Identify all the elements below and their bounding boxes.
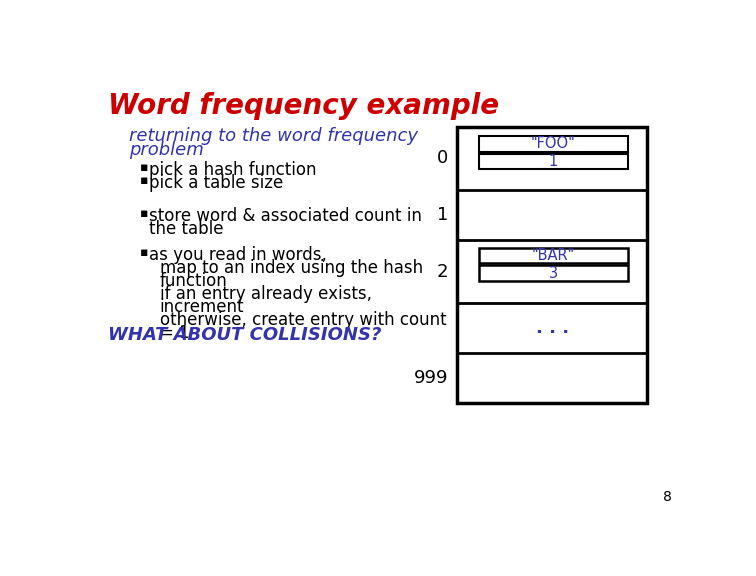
Text: 3: 3 (549, 266, 558, 281)
Text: if an entry already exists,: if an entry already exists, (160, 285, 372, 303)
Text: pick a table size: pick a table size (149, 174, 283, 192)
Text: 1: 1 (549, 154, 558, 169)
Bar (457, 127, 647, 403)
Text: ▪: ▪ (139, 161, 148, 174)
Text: ▪: ▪ (139, 246, 148, 259)
Bar (479, 136, 627, 151)
Text: 1: 1 (436, 206, 448, 224)
Text: problem: problem (129, 141, 204, 159)
Text: pick a hash function: pick a hash function (149, 161, 316, 179)
Bar (479, 266, 627, 281)
Text: returning to the word frequency: returning to the word frequency (129, 127, 418, 145)
Text: "FOO": "FOO" (531, 137, 575, 151)
Text: function: function (160, 272, 228, 290)
Text: as you read in words,: as you read in words, (149, 246, 327, 264)
Text: . . .: . . . (535, 319, 569, 337)
Bar (479, 154, 627, 169)
Text: 8: 8 (663, 490, 672, 504)
Text: 999: 999 (414, 369, 448, 387)
Text: 2: 2 (436, 263, 448, 281)
Text: increment: increment (160, 298, 244, 316)
Text: 0: 0 (437, 149, 448, 168)
Text: ▪: ▪ (139, 207, 148, 219)
Text: the table: the table (149, 219, 223, 238)
Text: ▪: ▪ (139, 174, 148, 187)
Text: map to an index using the hash: map to an index using the hash (160, 259, 423, 277)
Text: "BAR": "BAR" (531, 248, 575, 263)
Text: otherwise, create entry with count: otherwise, create entry with count (160, 311, 446, 329)
Text: WHAT ABOUT COLLISIONS?: WHAT ABOUT COLLISIONS? (108, 326, 382, 344)
Text: store word & associated count in: store word & associated count in (149, 207, 422, 225)
Text: = 1: = 1 (160, 324, 189, 342)
Bar (479, 248, 627, 263)
Text: Word frequency example: Word frequency example (108, 92, 500, 120)
